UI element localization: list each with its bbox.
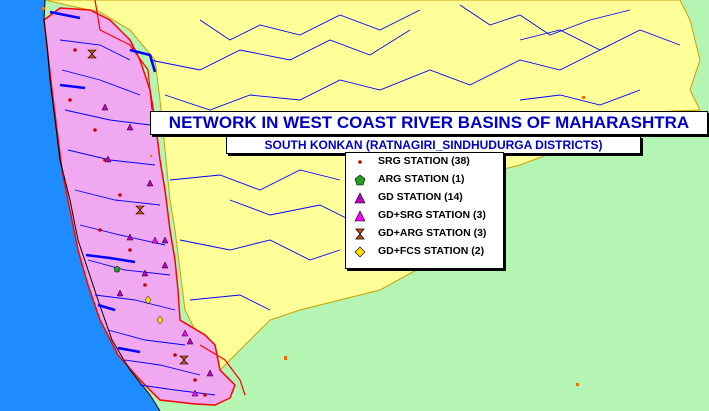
coastline bbox=[43, 0, 161, 411]
gd-srg-station bbox=[151, 236, 159, 244]
legend-label-gd: GD STATION (14) bbox=[378, 191, 463, 203]
srg-station bbox=[93, 128, 97, 132]
gd-station bbox=[141, 269, 149, 277]
gd-arg-station bbox=[179, 355, 189, 365]
gd-station bbox=[126, 233, 134, 241]
small-red-dot-icon bbox=[358, 160, 362, 164]
main-rivers bbox=[49, 10, 157, 354]
gd-station bbox=[116, 289, 124, 297]
legend-label-arg: ARG STATION (1) bbox=[378, 173, 465, 185]
map-subtitle: SOUTH KONKAN (RATNAGIRI_SINDHUDURGA DIST… bbox=[226, 136, 641, 154]
srg-station bbox=[73, 48, 77, 52]
hourglass-icon bbox=[355, 228, 365, 240]
gd-arg-station bbox=[87, 49, 97, 59]
gd-station bbox=[104, 155, 112, 163]
srg-station bbox=[118, 193, 122, 197]
gd-station bbox=[101, 103, 109, 111]
legend-box: SRG STATION (38) ARG STATION (1) GD STAT… bbox=[345, 152, 504, 269]
gd-station bbox=[186, 337, 194, 345]
map-title: NETWORK IN WEST COAST RIVER BASINS OF MA… bbox=[150, 111, 708, 135]
misc-markers bbox=[42, 7, 585, 386]
magenta-triangle-icon bbox=[354, 210, 366, 222]
gd-srg-station bbox=[181, 329, 189, 337]
legend-item-srg: SRG STATION (38) bbox=[346, 153, 503, 170]
station-markers bbox=[68, 48, 214, 397]
legend-label-srg: SRG STATION (38) bbox=[378, 155, 470, 167]
purple-triangle-icon bbox=[354, 192, 366, 204]
srg-station bbox=[203, 393, 207, 397]
gd-fcs-station bbox=[156, 315, 164, 325]
legend-item-gd-fcs: GD+FCS STATION (2) bbox=[346, 243, 503, 260]
gd-station bbox=[206, 369, 214, 377]
green-pentagon-icon bbox=[354, 174, 366, 186]
gd-arg-station bbox=[135, 205, 145, 215]
yellow-diamond-icon bbox=[354, 246, 366, 258]
arg-station bbox=[113, 265, 121, 273]
gd-station bbox=[126, 123, 134, 131]
legend-label-gd-arg: GD+ARG STATION (3) bbox=[378, 227, 487, 239]
gd-station bbox=[161, 261, 169, 269]
gd-fcs-station bbox=[144, 295, 152, 305]
srg-station bbox=[143, 283, 147, 287]
gd-station bbox=[161, 236, 169, 244]
legend-label-gd-fcs: GD+FCS STATION (2) bbox=[378, 245, 485, 257]
legend-item-gd-arg: GD+ARG STATION (3) bbox=[346, 225, 503, 242]
gd-station bbox=[146, 179, 154, 187]
legend-item-arg: ARG STATION (1) bbox=[346, 171, 503, 188]
srg-station bbox=[98, 228, 102, 232]
srg-station bbox=[128, 248, 132, 252]
legend-item-gd: GD STATION (14) bbox=[346, 189, 503, 206]
state-boundary bbox=[94, 0, 246, 396]
legend-item-gd-srg: GD+SRG STATION (3) bbox=[346, 207, 503, 224]
srg-station bbox=[68, 98, 72, 102]
srg-station bbox=[193, 378, 197, 382]
arabian-sea bbox=[0, 0, 160, 411]
legend-label-gd-srg: GD+SRG STATION (3) bbox=[378, 209, 486, 221]
gd-srg-station bbox=[191, 389, 199, 397]
srg-station bbox=[173, 353, 177, 357]
